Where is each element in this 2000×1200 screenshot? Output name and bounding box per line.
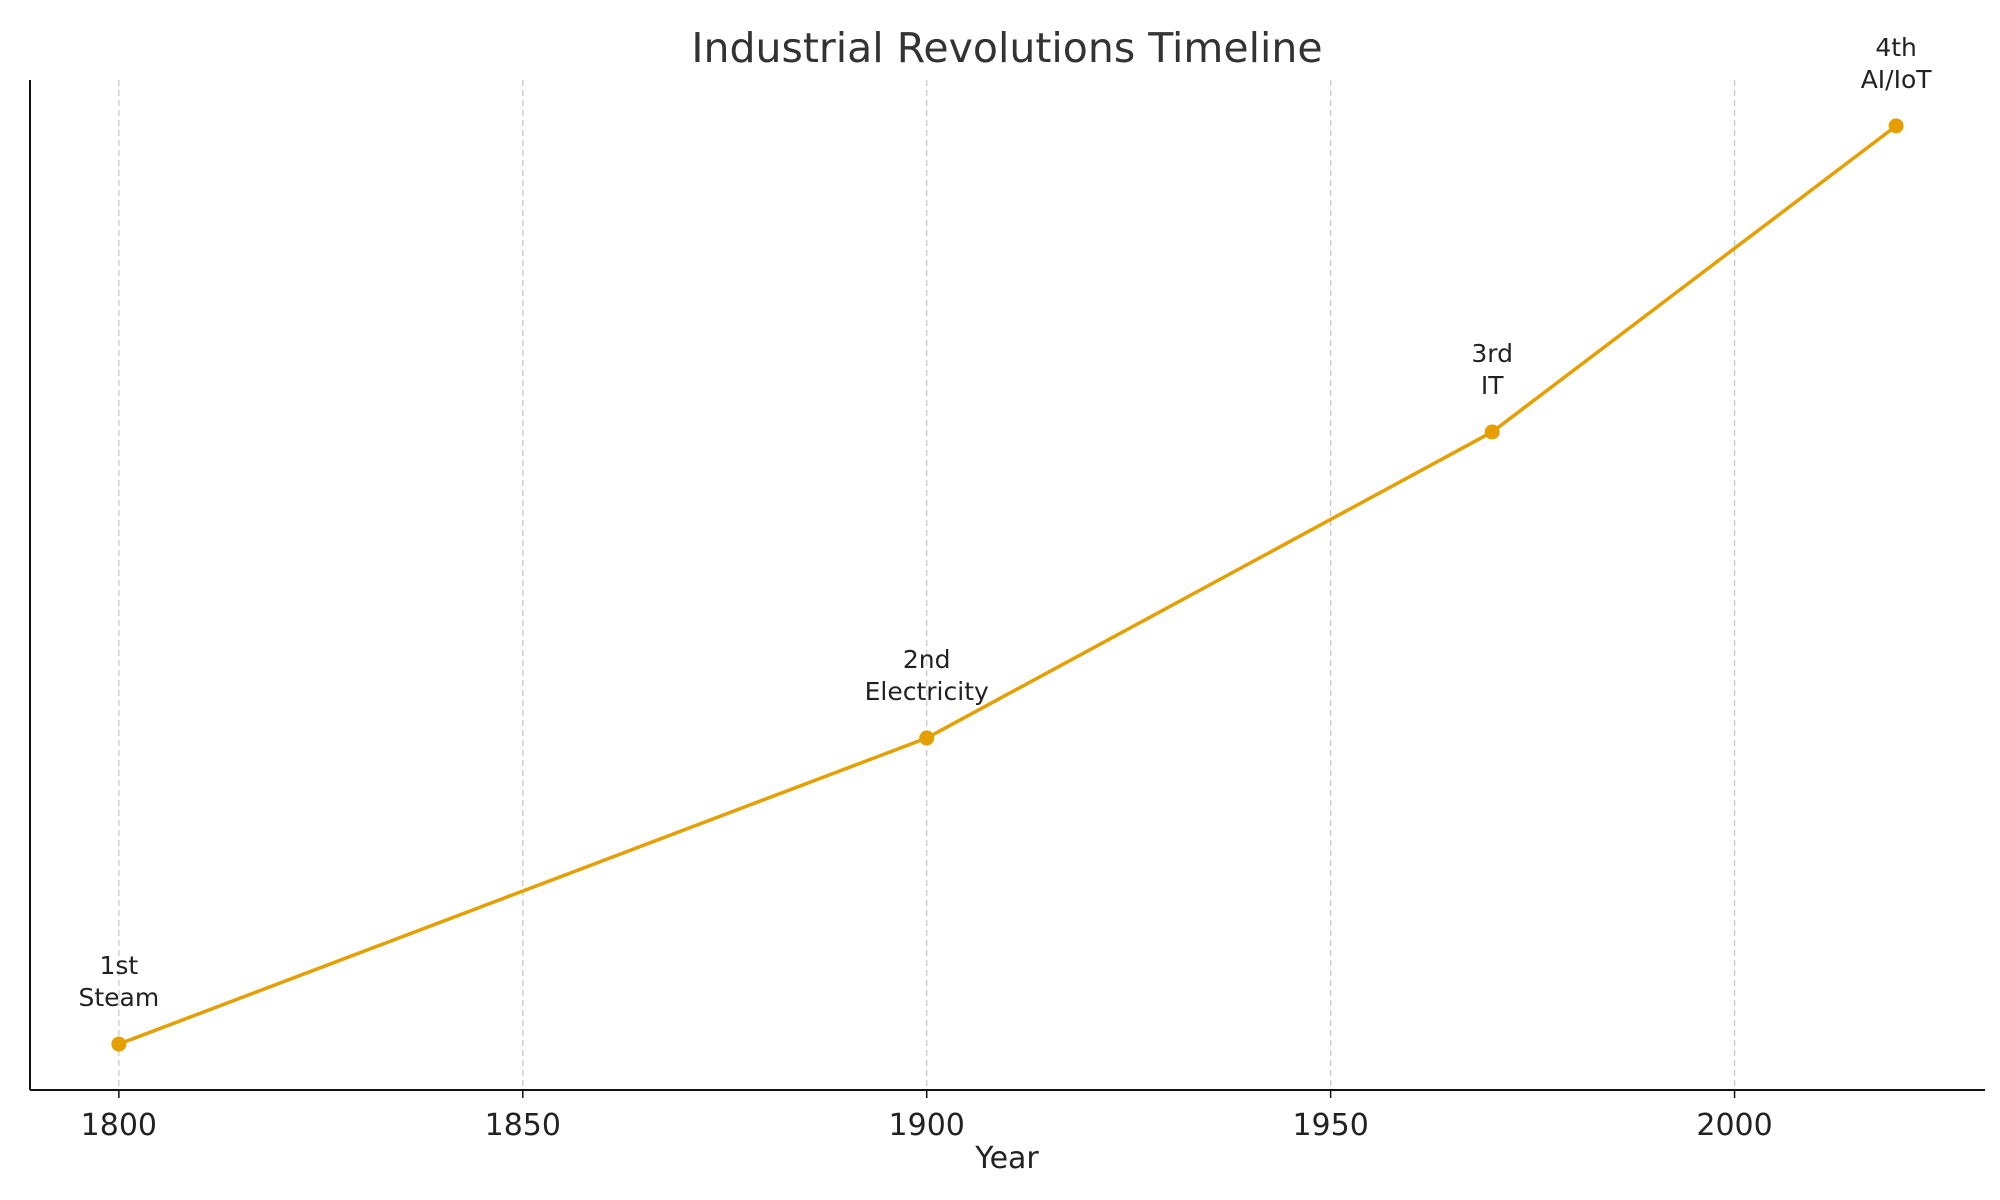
data-point-label-line: Electricity (865, 677, 989, 706)
data-point-label-line: 1st (99, 951, 138, 980)
data-point-label-line: AI/IoT (1861, 65, 1933, 94)
data-point-marker (1888, 118, 1904, 134)
chart-title: Industrial Revolutions Timeline (691, 24, 1322, 72)
data-point-label-line: 3rd (1471, 339, 1513, 368)
data-point-marker (919, 730, 935, 746)
data-point-label-line: 4th (1875, 33, 1917, 62)
data-point-label: 4th AI/IoT (1861, 33, 1933, 94)
x-tick-label: 1850 (485, 1108, 561, 1143)
data-point-label-line: Steam (78, 983, 159, 1012)
grid-layer (118, 80, 1736, 1090)
data-point-label: 1st Steam (78, 951, 159, 1012)
x-tick-label: 2000 (1696, 1108, 1772, 1143)
data-point-marker (111, 1036, 127, 1052)
series-line (117, 124, 1898, 1046)
x-tick-label: 1800 (81, 1108, 157, 1143)
data-point-label: 3rd IT (1471, 339, 1513, 400)
data-point-label-line: IT (1481, 371, 1504, 400)
data-point-label: 2nd Electricity (865, 645, 989, 706)
x-tick-label: 1900 (889, 1108, 965, 1143)
axis-layer (29, 80, 1985, 1091)
x-axis-title: Year (974, 1141, 1039, 1176)
label-layer: 1st Steam 2nd Electricity 3rd IT 4th AI/IoT (78, 33, 1932, 1012)
tick-layer: 1800 1850 1900 1950 2000 (81, 1090, 1773, 1143)
series-layer (111, 118, 1904, 1052)
x-tick-label: 1950 (1292, 1108, 1368, 1143)
data-point-label-line: 2nd (903, 645, 951, 674)
data-point-marker (1484, 424, 1500, 440)
